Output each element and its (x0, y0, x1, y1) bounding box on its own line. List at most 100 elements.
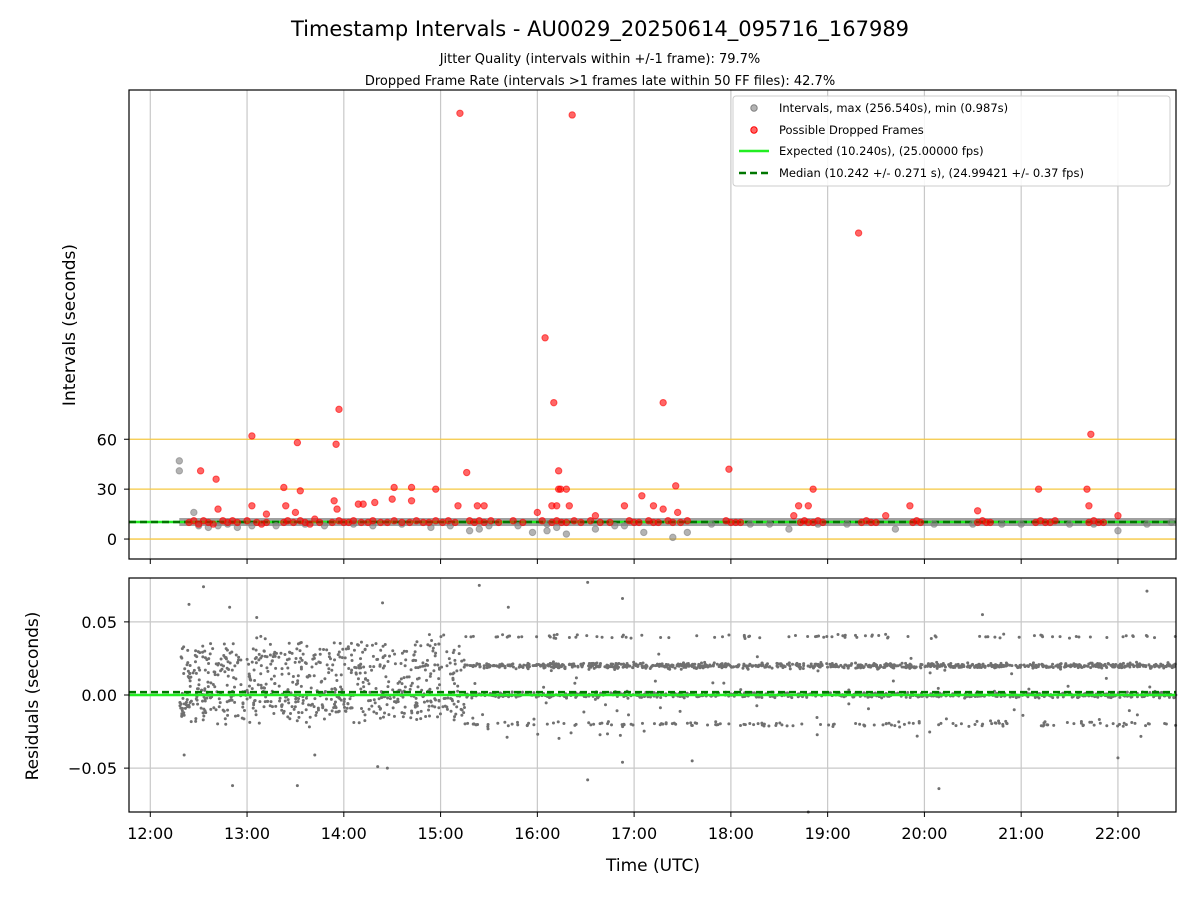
residual-point (849, 663, 853, 667)
residual-point (1005, 721, 1009, 725)
dropped-frame-point (1099, 518, 1108, 527)
residual-point (340, 656, 344, 660)
residual-point (587, 667, 591, 671)
dropped-frame-point (282, 502, 290, 510)
residual-point (195, 655, 199, 659)
residual-point (415, 640, 419, 644)
legend-marker-intervals (750, 104, 758, 112)
residual-point (562, 721, 566, 725)
dropped-frame-point (390, 517, 398, 525)
dropped-frame-point (444, 517, 453, 525)
residual-point (269, 700, 273, 704)
residual-point (462, 711, 466, 715)
residual-point (906, 635, 910, 639)
residual-point (900, 665, 904, 669)
residual-point (817, 634, 821, 638)
interval-point (175, 457, 184, 465)
residual-point (1051, 666, 1055, 670)
residual-point (995, 663, 999, 667)
residual-point (453, 662, 457, 666)
residual-point (798, 662, 802, 666)
residual-point (884, 632, 888, 636)
residual-point (1079, 721, 1083, 725)
residual-point (510, 722, 514, 726)
residual-point (866, 707, 870, 711)
residual-point (226, 660, 230, 664)
residual-point (201, 650, 205, 654)
residual-point (463, 722, 467, 726)
residual-point (567, 636, 571, 640)
residual-point (595, 635, 599, 639)
residual-point (518, 664, 522, 668)
residual-point (625, 665, 629, 669)
residual-point (1021, 713, 1025, 717)
residual-point (1051, 635, 1055, 639)
residual-point (787, 661, 791, 665)
residual-point (228, 651, 232, 655)
residual-point (251, 706, 255, 710)
residual-point (482, 666, 486, 670)
residual-point (928, 671, 932, 675)
residual-point (460, 713, 464, 717)
residual-point (788, 667, 792, 671)
residual-point (456, 689, 460, 693)
dropped-frame-point (328, 518, 336, 527)
residual-point (270, 659, 274, 663)
residual-point (432, 669, 436, 673)
residual-point (381, 601, 385, 605)
residual-point (1157, 696, 1161, 700)
residual-point (356, 643, 360, 647)
residual-point (451, 676, 455, 680)
residual-point (973, 722, 977, 726)
residual-point (589, 662, 593, 666)
residual-point (1051, 662, 1055, 666)
residual-point (809, 662, 813, 666)
residual-point (944, 717, 948, 721)
interval-point (272, 522, 280, 530)
residual-point (294, 657, 298, 661)
residual-point (206, 671, 210, 675)
residual-point (316, 708, 320, 712)
dropped-frame-point (357, 518, 365, 527)
residual-point (426, 643, 430, 647)
residual-point (187, 602, 191, 606)
residual-point (990, 722, 994, 726)
residual-point (226, 674, 230, 678)
y-tick-label: 0 (107, 530, 117, 549)
residual-point (815, 715, 819, 719)
residual-point (937, 787, 941, 791)
residual-point (700, 661, 704, 665)
residual-point (1135, 713, 1139, 717)
residual-point (191, 702, 195, 706)
residual-point (1042, 723, 1046, 727)
residual-point (843, 635, 847, 639)
residual-point (632, 660, 636, 664)
residual-point (257, 652, 261, 656)
residual-point (291, 674, 295, 678)
residual-point (427, 708, 431, 712)
residual-point (182, 711, 186, 715)
residual-point (767, 724, 771, 728)
dropped-frame-point (405, 518, 414, 527)
residual-point (1132, 665, 1136, 669)
residual-point (259, 634, 263, 638)
dropped-frame-point (289, 518, 298, 527)
residual-point (978, 664, 982, 668)
residual-point (358, 671, 362, 675)
residual-point (664, 722, 668, 726)
interval-point (1167, 518, 1175, 527)
residual-point (1148, 690, 1152, 694)
residual-point (202, 714, 206, 718)
residual-point (374, 642, 378, 646)
residual-point (906, 665, 910, 669)
residual-point (182, 753, 186, 757)
residual-point (336, 653, 340, 657)
residual-point (506, 605, 510, 609)
residual-point (286, 715, 290, 719)
residual-point (830, 635, 834, 639)
residual-point (348, 697, 352, 701)
residual-point (211, 682, 215, 686)
residual-point (1111, 722, 1115, 726)
residual-point (182, 672, 186, 676)
residual-point (586, 580, 590, 584)
